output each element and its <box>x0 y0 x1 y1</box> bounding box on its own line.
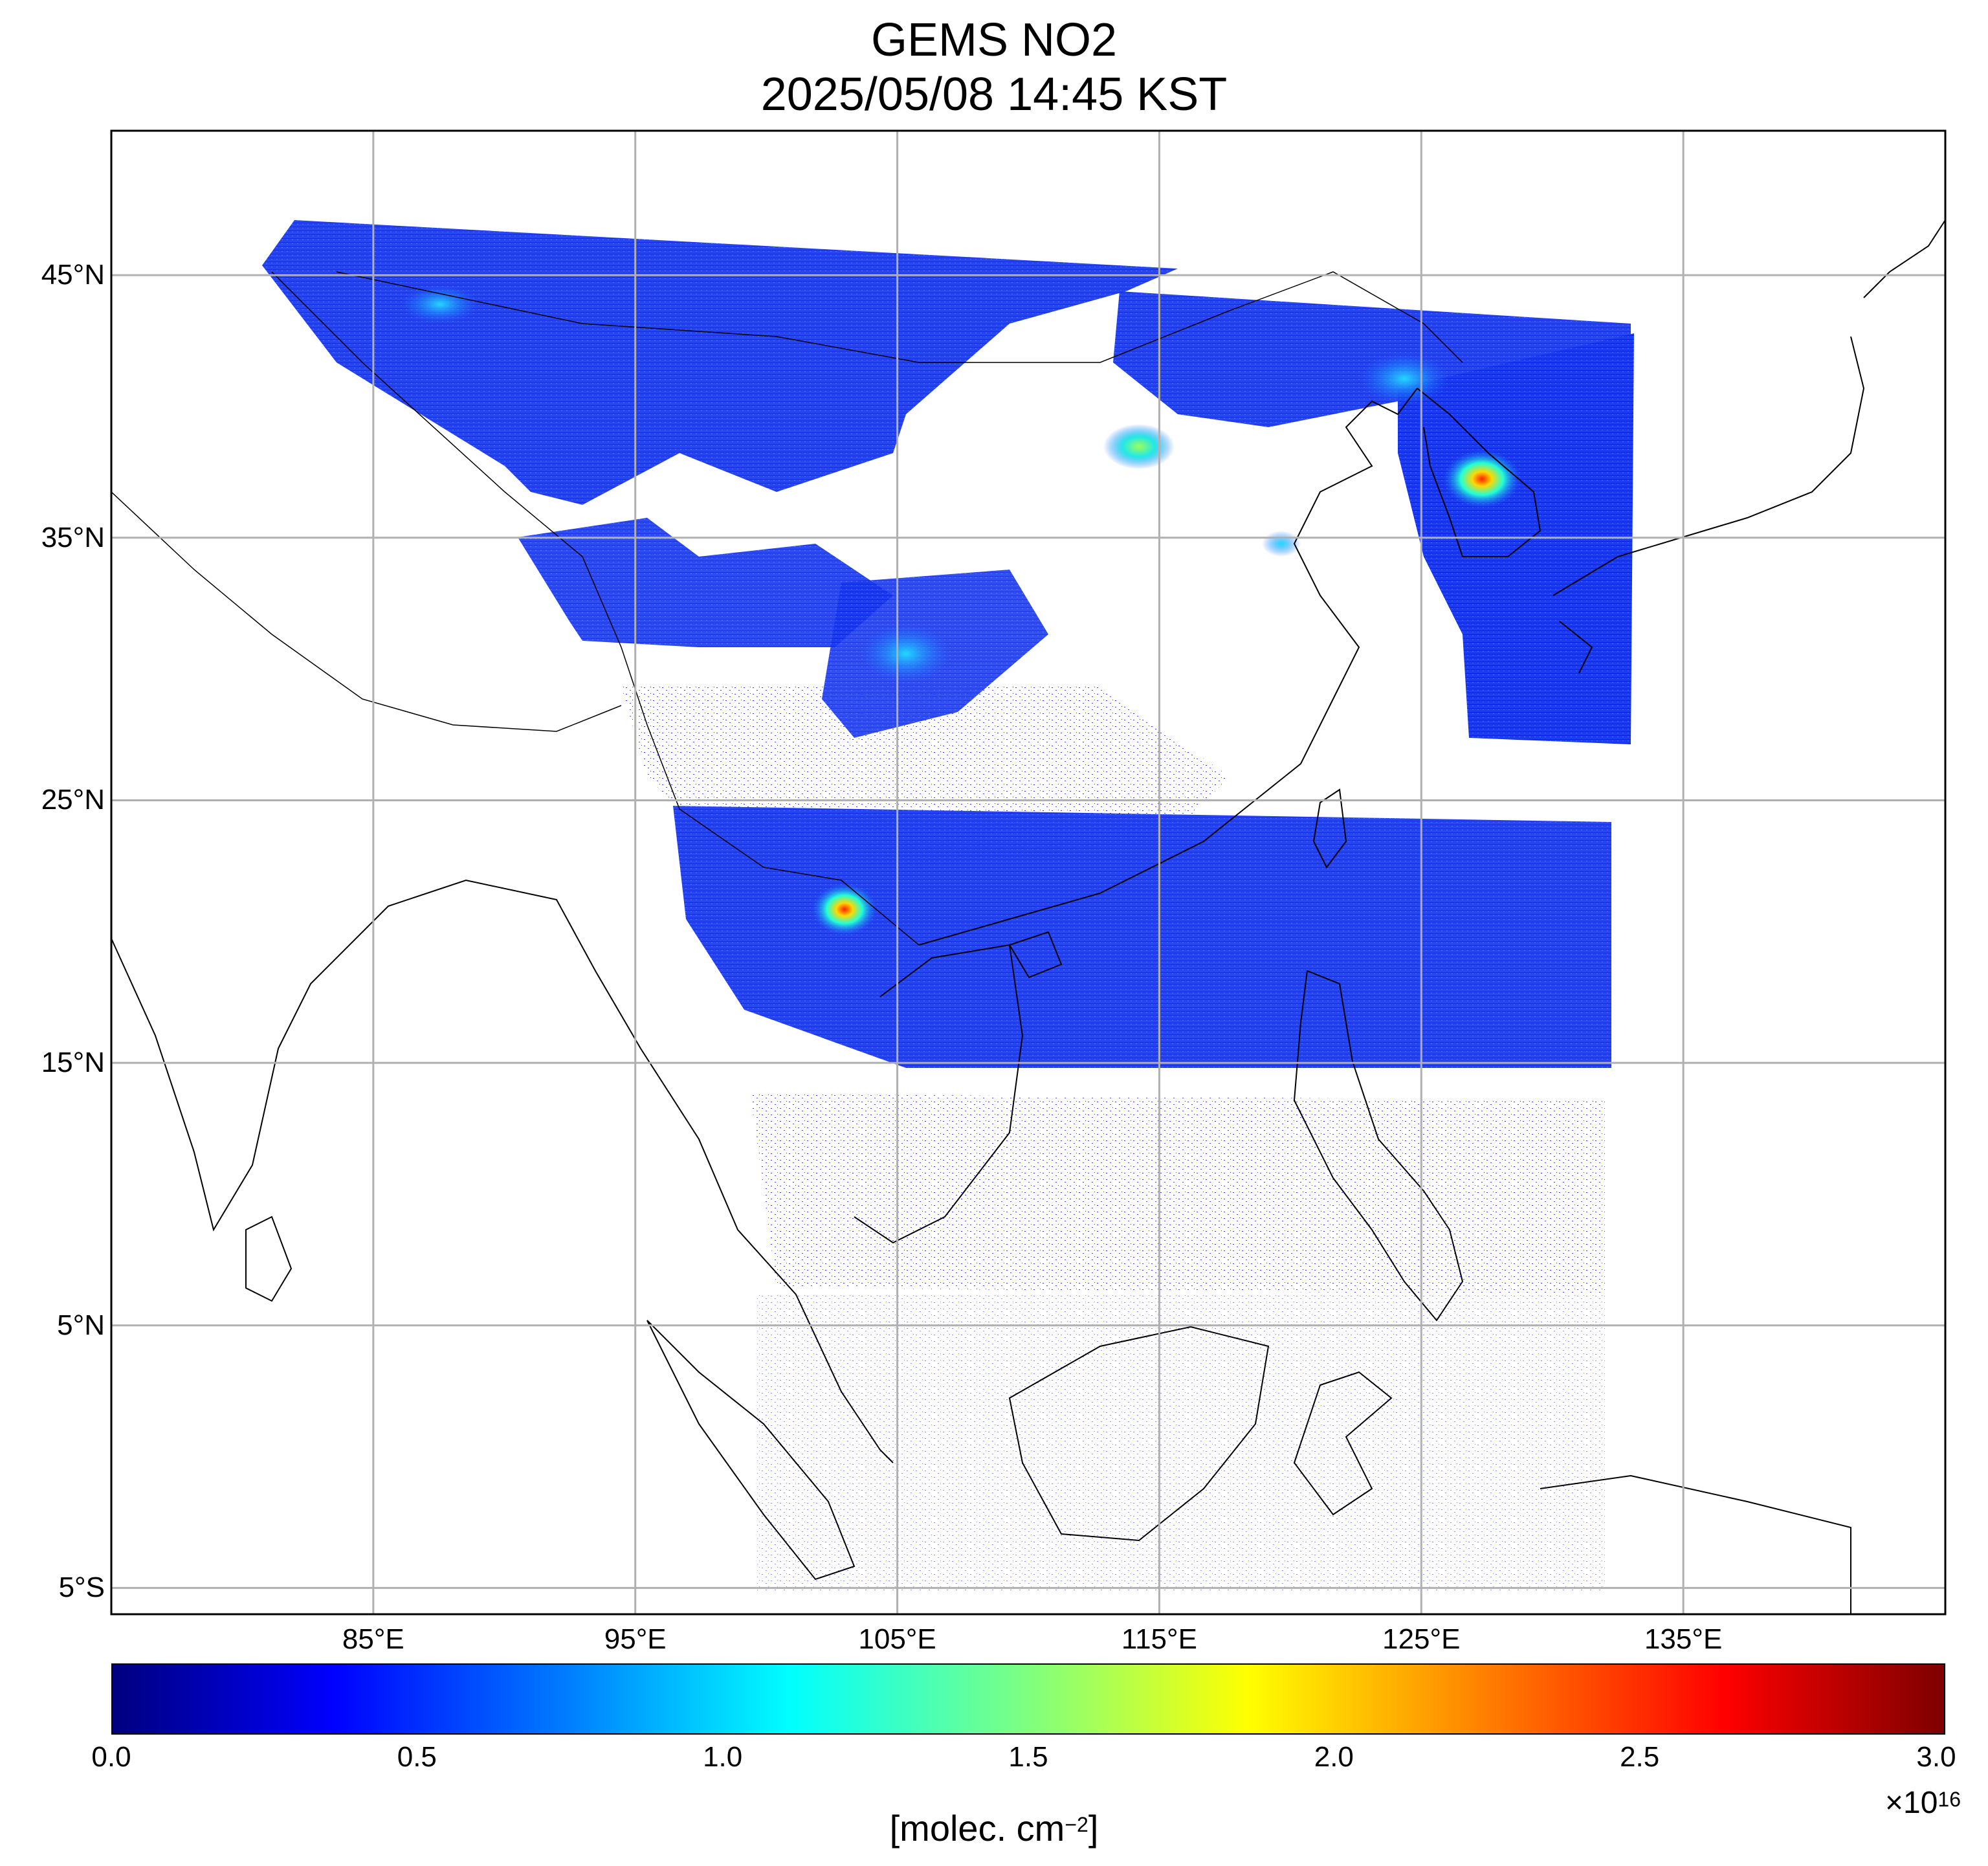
no2-swath-north <box>262 220 1178 505</box>
lon-tick-label: 85°E <box>342 1623 404 1655</box>
lon-tick-label: 135°E <box>1644 1623 1723 1655</box>
map-frame <box>110 129 1947 1616</box>
borders-india-himalaya <box>111 491 622 732</box>
coastline-china <box>918 388 1418 946</box>
no2-hotspot-tianshan <box>401 285 479 324</box>
no2-hotspot-shenyang <box>1359 353 1450 405</box>
multiplier-base: ×10 <box>1884 1786 1938 1820</box>
no2-hotspot-chengdu <box>861 625 951 683</box>
colorbar <box>111 1663 1945 1735</box>
no2-hotspot-seoul <box>1443 450 1521 508</box>
lat-tick-label: 35°N <box>41 521 105 553</box>
colorbar-tick-label: 3.0 <box>1916 1741 1956 1773</box>
lon-tick-label: 95°E <box>604 1623 667 1655</box>
units-text: [molec. cm <box>889 1808 1065 1849</box>
colorbar-tick-label: 1.5 <box>1008 1741 1048 1773</box>
map-canvas <box>110 129 1947 1616</box>
colorbar-tick-label: 0.5 <box>397 1741 437 1773</box>
units-exponent: −2 <box>1065 1813 1088 1836</box>
lat-tick-label: 45°N <box>41 259 105 291</box>
coastline-korea <box>1417 388 1541 557</box>
no2-swath-south <box>673 806 1611 1068</box>
lat-tick-label: 15°N <box>41 1047 105 1079</box>
gridlines <box>111 131 1945 1614</box>
colorbar-tick-label: 1.0 <box>703 1741 743 1773</box>
lon-tick-label: 125°E <box>1382 1623 1461 1655</box>
coastline-new-guinea <box>1540 1474 1851 1614</box>
no2-swath-korea-japan <box>1398 333 1634 744</box>
chart-title: GEMS NO2 <box>870 14 1118 66</box>
lat-tick-label: 5°N <box>57 1309 105 1341</box>
lat-tick-label: 25°N <box>41 784 105 816</box>
colorbar-tick-label: 0.0 <box>91 1741 131 1773</box>
coastline-india <box>111 879 641 1232</box>
colorbar-units-label: [molec. cm−2] <box>703 1807 1285 1850</box>
coastline-indochina <box>640 944 1024 1463</box>
no2-hotspot-beijing <box>1103 424 1175 469</box>
colorbar-tick-label: 2.5 <box>1620 1741 1660 1773</box>
no2-swath-china-west <box>518 518 893 647</box>
coastline-sumatra <box>646 1320 856 1581</box>
coastlines <box>111 219 1945 1614</box>
no2-hotspot-hanoi <box>812 883 877 935</box>
units-close: ] <box>1088 1808 1099 1849</box>
coastline-philippines <box>1293 970 1464 1322</box>
lat-tick-label: 5°S <box>58 1572 105 1604</box>
coastline-taiwan <box>1312 788 1347 869</box>
coastline-sri-lanka <box>245 1216 293 1302</box>
lon-tick-label: 105°E <box>858 1623 936 1655</box>
multiplier-exponent: 16 <box>1938 1788 1961 1811</box>
no2-swath-tropics <box>751 1094 1605 1294</box>
no2-swath-equator <box>757 1294 1605 1592</box>
lon-tick-label: 115°E <box>1121 1623 1197 1655</box>
no2-data-layer <box>262 220 1634 1592</box>
colorbar-tick-label: 2.0 <box>1314 1741 1354 1773</box>
chart-subtitle-timestamp: 2025/05/08 14:45 KST <box>760 69 1228 120</box>
coastline-japan <box>1552 219 1945 674</box>
coastline-borneo <box>1008 1326 1270 1542</box>
coastline-hainan <box>1008 931 1063 979</box>
colorbar-multiplier: ×1016 <box>1806 1785 1961 1821</box>
coastline-sulawesi <box>1293 1371 1393 1516</box>
borders-china <box>271 271 1463 946</box>
